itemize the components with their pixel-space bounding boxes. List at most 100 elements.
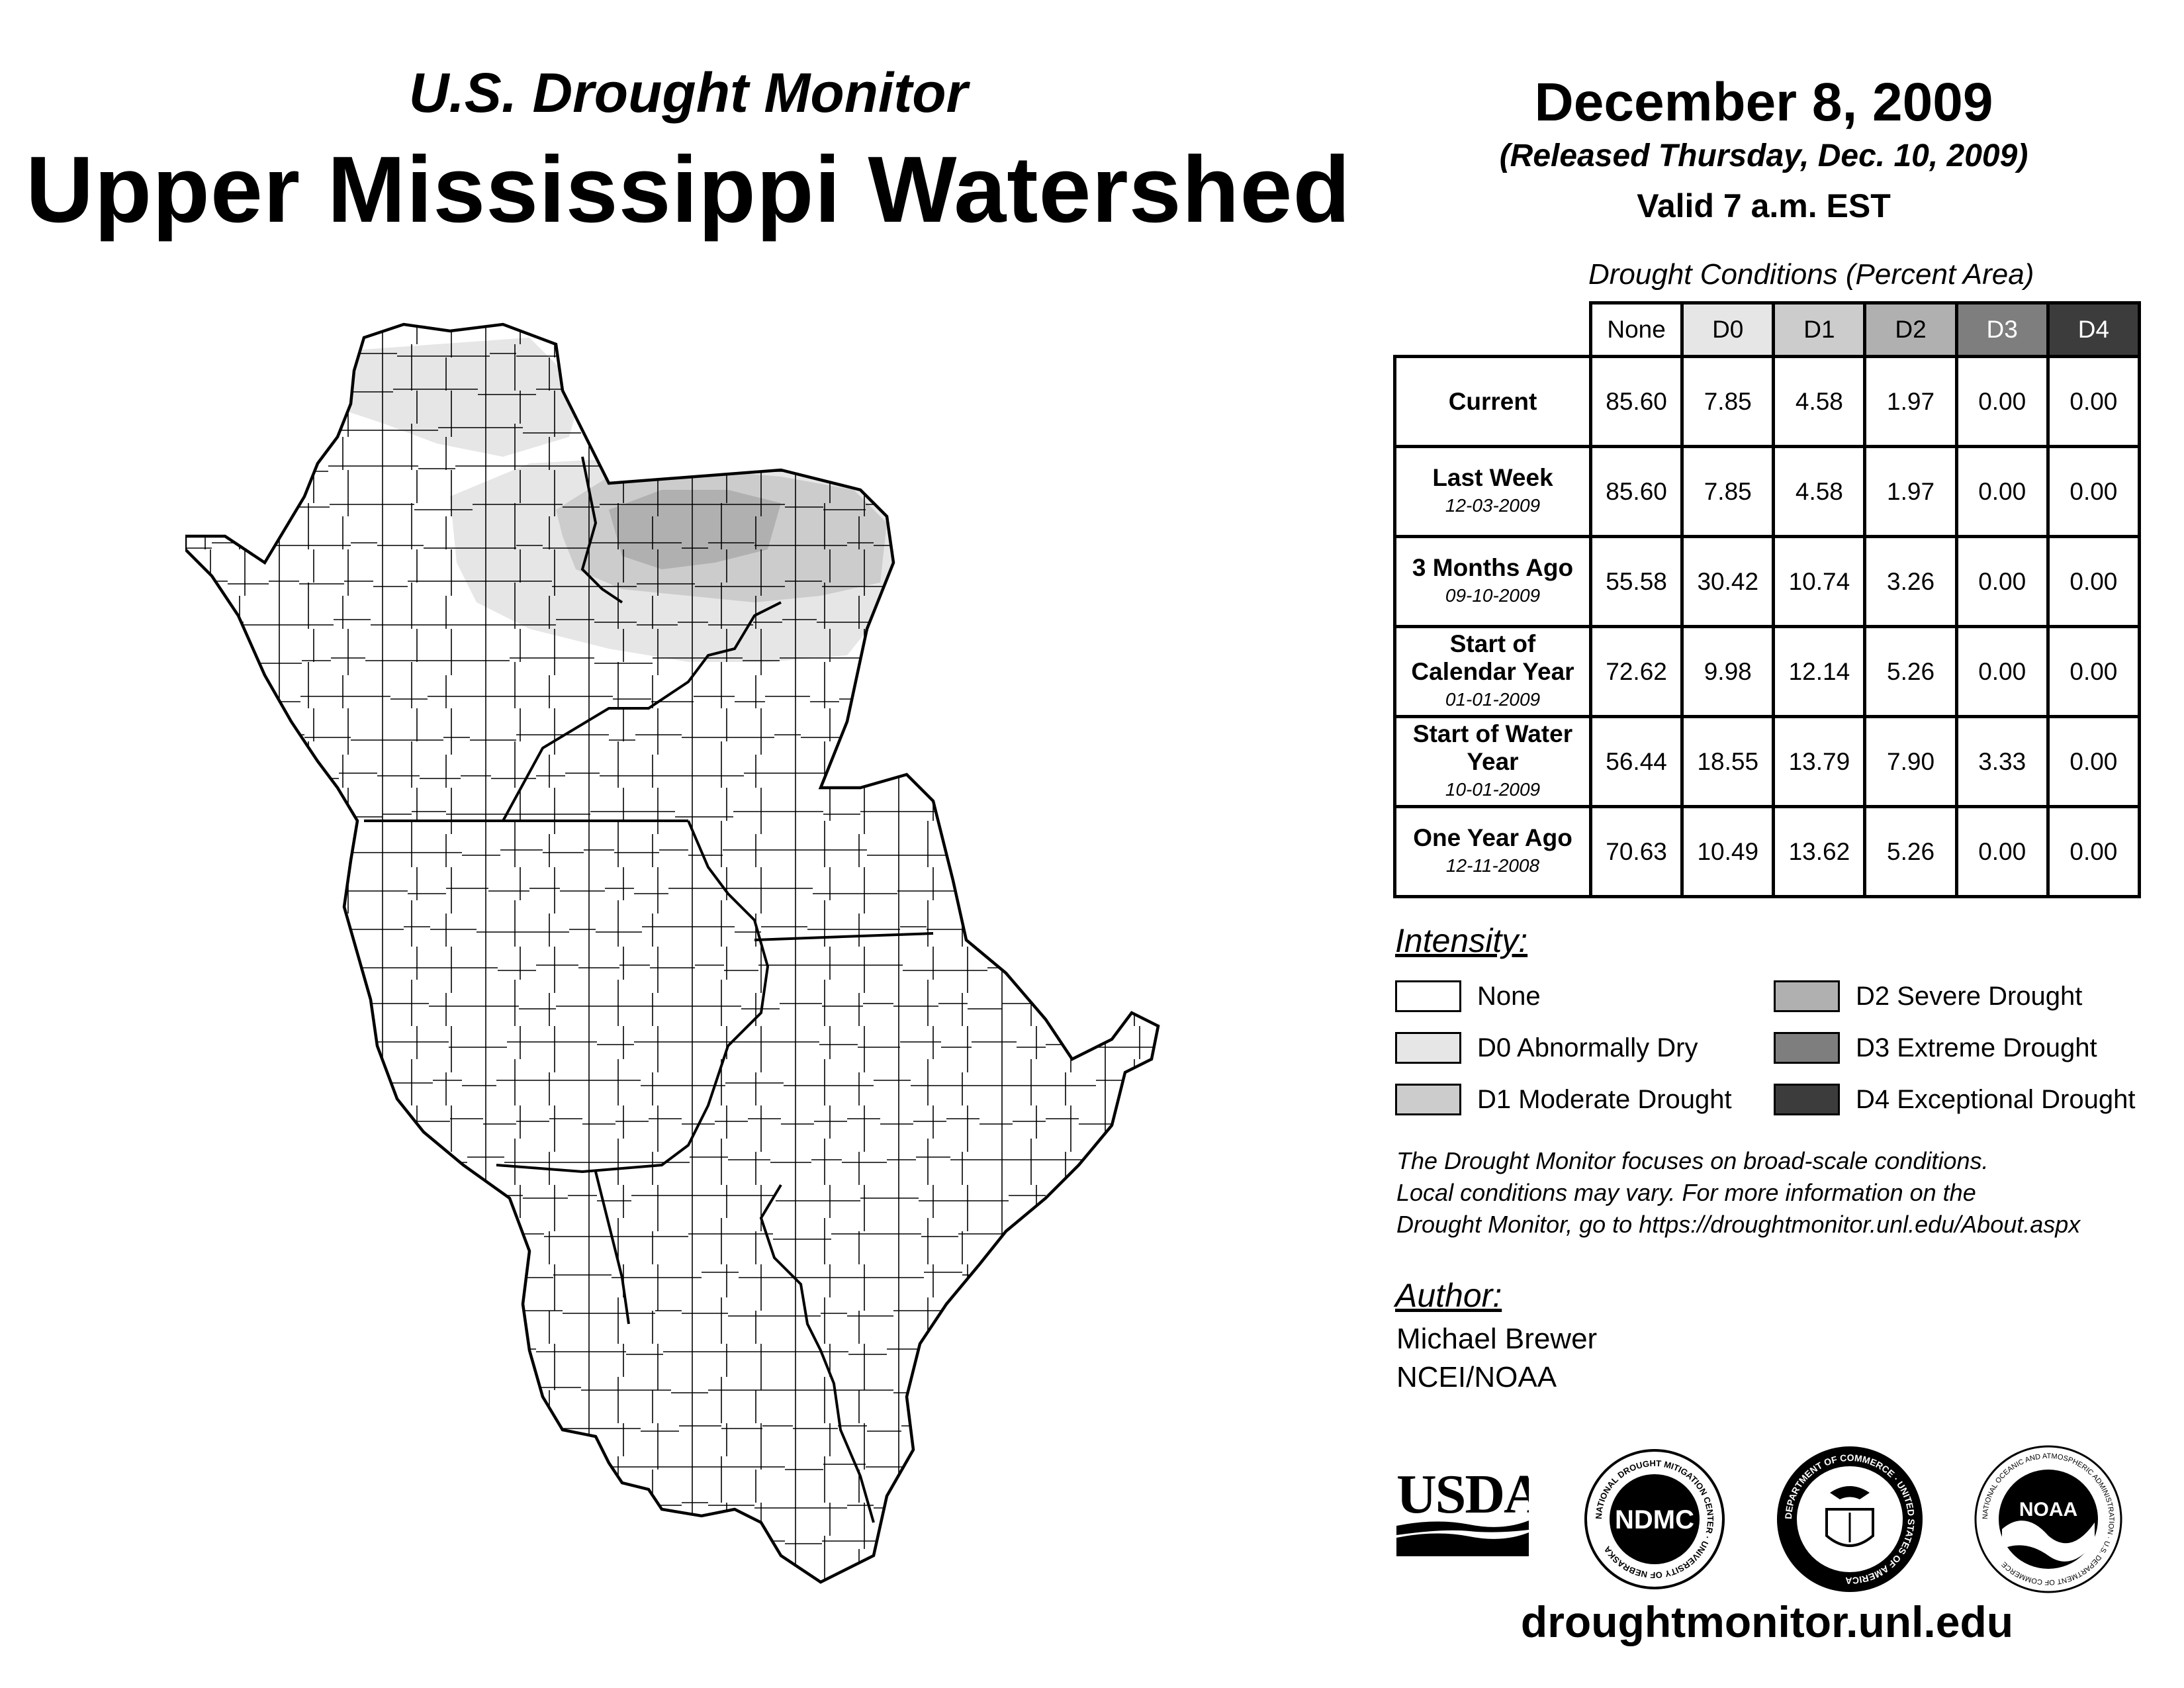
watershed-map <box>185 322 1160 1584</box>
row-label-text: One Year Ago <box>1413 823 1572 851</box>
column-header-none: None <box>1588 301 1684 358</box>
note-line: The Drought Monitor focuses on broad-sca… <box>1396 1147 1989 1174</box>
row-label-text: Last Week <box>1432 463 1553 491</box>
table-cell: 0.00 <box>2046 805 2142 898</box>
table-cell: 1.97 <box>1863 445 1958 538</box>
table-cell: 13.79 <box>1772 715 1867 808</box>
table-row: 3 Months Ago 09-10-2009 55.58 30.42 10.74 3.2… <box>1393 535 2142 628</box>
website-url[interactable]: droughtmonitor.unl.edu <box>1520 1597 2014 1646</box>
row-label: Start of Calendar Year 01-01-2009 <box>1393 625 1592 718</box>
row-label-text: Current <box>1448 387 1537 415</box>
table-cell: 70.63 <box>1588 805 1684 898</box>
release-date: (Released Thursday, Dec. 10, 2009) <box>1499 138 2028 173</box>
row-label: Start of Water Year 10-01-2009 <box>1393 715 1592 808</box>
table-cell: 3.33 <box>1954 715 2050 808</box>
legend-item-none: None <box>1395 980 1541 1013</box>
ndmc-logo: NDMC NATIONAL DROUGHT MITIGATION CENTER … <box>1584 1449 1725 1589</box>
legend-label: D0 Abnormally Dry <box>1477 1033 1698 1062</box>
table-row: Start of Calendar Year 01-01-2009 72.62 9.9… <box>1393 625 2142 718</box>
table-cell: 7.85 <box>1680 445 1776 538</box>
table-cell: 0.00 <box>1954 355 2050 448</box>
row-date: 10-01-2009 <box>1445 778 1541 800</box>
map-title: Upper Mississippi Watershed <box>25 137 1351 242</box>
row-date: 01-01-2009 <box>1445 688 1541 710</box>
ndmc-logo-text: NDMC <box>1615 1505 1694 1534</box>
valid-time: Valid 7 a.m. EST <box>1637 187 1891 224</box>
table-cell: 5.26 <box>1863 625 1958 718</box>
table-cell: 0.00 <box>2046 445 2142 538</box>
doc-seal: DEPARTMENT OF COMMERCE · UNITED STATES O… <box>1777 1446 1923 1592</box>
usda-logo-text: USDA <box>1396 1464 1529 1525</box>
state-borders <box>364 456 934 1523</box>
table-cell: 18.55 <box>1680 715 1776 808</box>
column-header-d1: D1 <box>1772 301 1867 358</box>
legend-swatch-d2 <box>1774 980 1840 1012</box>
table-cell: 5.26 <box>1863 805 1958 898</box>
legend-item-d1: D1 Moderate Drought <box>1395 1083 1732 1116</box>
author-heading: Author: <box>1395 1277 1502 1314</box>
legend-swatch-d4 <box>1774 1084 1840 1115</box>
drought-area-d0-northwest <box>344 338 582 457</box>
table-cell: 1.97 <box>1863 355 1958 448</box>
row-label: 3 Months Ago 09-10-2009 <box>1393 535 1592 628</box>
row-date: 12-11-2008 <box>1445 855 1540 876</box>
column-header-d0: D0 <box>1680 301 1776 358</box>
table-cell: 0.00 <box>1954 805 2050 898</box>
watershed-border <box>185 322 1160 1584</box>
author-org: NCEI/NOAA <box>1396 1361 1557 1393</box>
table-cell: 85.60 <box>1588 355 1684 448</box>
row-label-text: Start of Calendar Year <box>1411 630 1574 685</box>
column-header-d2: D2 <box>1863 301 1958 358</box>
table-cell: 0.00 <box>2046 625 2142 718</box>
row-date: 09-10-2009 <box>1445 585 1541 606</box>
legend-label: D1 Moderate Drought <box>1477 1084 1732 1114</box>
noaa-logo: NOAA NATIONAL OCEANIC AND ATMOSPHERIC AD… <box>1974 1445 2122 1593</box>
column-header-d4: D4 <box>2046 301 2142 358</box>
row-label: Last Week 12-03-2009 <box>1393 445 1592 538</box>
legend-label: None <box>1477 981 1541 1011</box>
legend-label: D4 Exceptional Drought <box>1856 1084 2136 1114</box>
legend-item-d3: D3 Extreme Drought <box>1774 1031 2097 1064</box>
table-cell: 0.00 <box>1954 625 2050 718</box>
legend-label: D2 Severe Drought <box>1856 981 2083 1011</box>
table-cell: 4.58 <box>1772 445 1867 538</box>
table-cell: 0.00 <box>1954 535 2050 628</box>
drought-stats-table: None D0 D1 D2 D3 D4 Current 85.60 7.85 4.58… <box>1393 301 2142 898</box>
table-cell: 7.85 <box>1680 355 1776 448</box>
watershed-outline <box>185 324 1158 1582</box>
legend-item-d2: D2 Severe Drought <box>1774 980 2082 1013</box>
table-cell: 72.62 <box>1588 625 1684 718</box>
drought-area-d2 <box>609 490 781 569</box>
legend-item-d4: D4 Exceptional Drought <box>1774 1083 2135 1116</box>
table-row: One Year Ago 12-11-2008 70.63 10.49 13.62 5.2… <box>1393 805 2142 898</box>
table-row: Last Week 12-03-2009 85.60 7.85 4.58 1.97 0.00… <box>1393 445 2142 538</box>
row-label-text: Start of Water Year <box>1412 720 1573 775</box>
map-date: December 8, 2009 <box>1534 72 1993 132</box>
legend-swatch-d0 <box>1395 1032 1461 1064</box>
note-line: Local conditions may vary. For more info… <box>1396 1179 1976 1206</box>
table-cell: 9.98 <box>1680 625 1776 718</box>
author-name: Michael Brewer <box>1396 1323 1598 1355</box>
table-cell: 4.58 <box>1772 355 1867 448</box>
row-date: 12-03-2009 <box>1445 494 1541 516</box>
table-cell: 7.90 <box>1863 715 1958 808</box>
legend-item-d0: D0 Abnormally Dry <box>1395 1031 1698 1064</box>
legend-swatch-d1 <box>1395 1084 1461 1115</box>
table-corner <box>1394 303 1592 358</box>
table-cell: 85.60 <box>1588 445 1684 538</box>
table-cell: 12.14 <box>1772 625 1867 718</box>
legend-label: D3 Extreme Drought <box>1856 1033 2097 1062</box>
legend-title: Intensity: <box>1395 922 1528 959</box>
legend-swatch-none <box>1395 980 1461 1012</box>
table-row: Start of Water Year 10-01-2009 56.44 18.55 1… <box>1393 715 2142 808</box>
usda-logo: USDA <box>1396 1464 1529 1556</box>
disclaimer-note: The Drought Monitor focuses on broad-sca… <box>1396 1145 2158 1241</box>
table-cell: 0.00 <box>2046 535 2142 628</box>
table-cell: 13.62 <box>1772 805 1867 898</box>
table-header-row: None D0 D1 D2 D3 D4 <box>1394 301 2142 358</box>
table-cell: 0.00 <box>2046 715 2142 808</box>
table-cell: 56.44 <box>1588 715 1684 808</box>
table-cell: 30.42 <box>1680 535 1776 628</box>
table-row: Current 85.60 7.85 4.58 1.97 0.00 0.00 <box>1393 355 2142 448</box>
table-cell: 3.26 <box>1863 535 1958 628</box>
